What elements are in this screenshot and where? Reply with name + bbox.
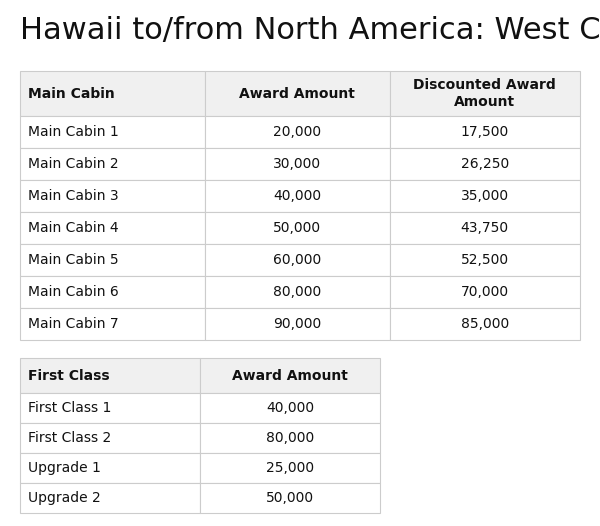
Bar — [389, 212, 580, 244]
Text: Main Cabin: Main Cabin — [28, 86, 115, 100]
Text: Main Cabin 2: Main Cabin 2 — [28, 157, 119, 171]
Bar — [20, 148, 205, 180]
Text: Hawaii to/from North America: West Coast: Hawaii to/from North America: West Coast — [20, 16, 600, 45]
Text: 85,000: 85,000 — [461, 317, 509, 331]
Bar — [389, 308, 580, 340]
Text: 52,500: 52,500 — [461, 253, 509, 267]
Text: 50,000: 50,000 — [266, 491, 314, 505]
Text: 17,500: 17,500 — [461, 125, 509, 139]
Text: Award Amount: Award Amount — [239, 86, 355, 100]
Text: Upgrade 2: Upgrade 2 — [28, 491, 101, 505]
Bar — [200, 423, 380, 453]
Text: Main Cabin 3: Main Cabin 3 — [28, 189, 119, 203]
Bar — [20, 483, 200, 513]
Text: 25,000: 25,000 — [266, 461, 314, 475]
Bar — [20, 116, 205, 148]
Text: 20,000: 20,000 — [273, 125, 321, 139]
Text: 40,000: 40,000 — [266, 401, 314, 415]
Text: Award Amount: Award Amount — [232, 369, 348, 382]
Bar — [389, 116, 580, 148]
Bar — [20, 453, 200, 483]
Bar — [200, 453, 380, 483]
Text: Main Cabin 6: Main Cabin 6 — [28, 285, 119, 299]
Bar — [20, 244, 205, 276]
Bar — [20, 276, 205, 308]
Text: Main Cabin 7: Main Cabin 7 — [28, 317, 119, 331]
Text: 40,000: 40,000 — [273, 189, 321, 203]
Text: 30,000: 30,000 — [273, 157, 321, 171]
Bar — [20, 71, 205, 116]
Text: 43,750: 43,750 — [461, 221, 509, 235]
Bar — [205, 276, 389, 308]
Text: 80,000: 80,000 — [273, 285, 322, 299]
Bar — [205, 308, 389, 340]
Bar — [389, 180, 580, 212]
Bar — [205, 116, 389, 148]
Bar — [20, 180, 205, 212]
Text: 60,000: 60,000 — [273, 253, 322, 267]
Text: Upgrade 1: Upgrade 1 — [28, 461, 101, 475]
Bar — [205, 180, 389, 212]
Text: First Class: First Class — [28, 369, 110, 382]
Bar — [20, 212, 205, 244]
Bar — [205, 148, 389, 180]
Bar — [20, 358, 200, 393]
Text: First Class 2: First Class 2 — [28, 431, 111, 445]
Text: Main Cabin 5: Main Cabin 5 — [28, 253, 119, 267]
Bar — [205, 71, 389, 116]
Bar — [389, 71, 580, 116]
Text: Main Cabin 4: Main Cabin 4 — [28, 221, 119, 235]
Bar — [205, 244, 389, 276]
Bar — [205, 212, 389, 244]
Text: First Class 1: First Class 1 — [28, 401, 112, 415]
Bar — [200, 393, 380, 423]
Text: 90,000: 90,000 — [273, 317, 322, 331]
Text: 50,000: 50,000 — [273, 221, 321, 235]
Bar — [200, 483, 380, 513]
Bar — [389, 244, 580, 276]
Text: Main Cabin 1: Main Cabin 1 — [28, 125, 119, 139]
Bar — [200, 358, 380, 393]
Text: 35,000: 35,000 — [461, 189, 509, 203]
Bar — [20, 308, 205, 340]
Text: 26,250: 26,250 — [461, 157, 509, 171]
Bar — [389, 276, 580, 308]
Text: 80,000: 80,000 — [266, 431, 314, 445]
Text: 70,000: 70,000 — [461, 285, 509, 299]
Bar — [20, 423, 200, 453]
Bar — [389, 148, 580, 180]
Text: Discounted Award
Amount: Discounted Award Amount — [413, 78, 556, 108]
Bar — [20, 393, 200, 423]
